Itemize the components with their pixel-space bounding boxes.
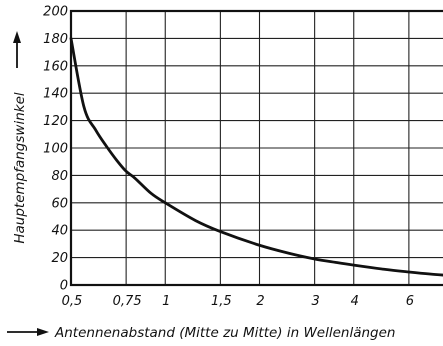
y-axis-arrow — [13, 31, 21, 68]
data-point — [219, 230, 222, 233]
x-tick-label: 6 — [406, 294, 414, 309]
data-point — [125, 170, 128, 173]
data-point — [334, 261, 337, 264]
data-point — [70, 37, 72, 40]
y-tick-label: 100 — [43, 142, 68, 157]
data-point — [288, 252, 291, 255]
data-point — [258, 244, 261, 247]
x-tick-label: 4 — [351, 294, 359, 309]
data-point — [407, 271, 410, 273]
y-axis-label: Hauptempfangswinkel — [12, 92, 28, 244]
series-line — [69, 37, 443, 277]
y-tick-labels: 0 20 40 60 80 100 120 140 160 180 200 — [43, 5, 68, 294]
y-tick-label: 60 — [51, 196, 68, 211]
y-axis-label-group: Hauptempfangswinkel — [12, 92, 28, 244]
y-tick-label: 20 — [51, 251, 68, 266]
data-point — [150, 192, 152, 195]
y-tick-label: 0 — [60, 279, 68, 294]
y-tick-label: 140 — [43, 87, 68, 102]
y-tick-label: 200 — [43, 5, 68, 20]
data-point — [105, 145, 108, 148]
plot-frame — [69, 9, 443, 287]
x-tick-label: 0,75 — [113, 294, 142, 309]
x-tick-label: 2 — [256, 294, 264, 309]
data-point — [194, 219, 197, 222]
y-gridlines — [71, 37, 443, 259]
x-tick-label: 1,5 — [211, 294, 232, 309]
x-axis-arrow — [7, 328, 49, 336]
data-point — [164, 201, 167, 204]
x-tick-label: 0,5 — [62, 294, 83, 309]
x-axis-label: Antennenabstand (Mitte zu Mitte) in Well… — [54, 325, 395, 341]
y-tick-label: 160 — [43, 59, 68, 74]
data-point — [383, 268, 385, 271]
data-point — [428, 273, 431, 275]
data-point — [313, 258, 316, 260]
series-layer — [69, 37, 443, 277]
y-tick-label: 80 — [51, 169, 68, 184]
x-tick-label: 3 — [311, 294, 319, 309]
x-tick-label: 1 — [162, 294, 170, 309]
data-point — [352, 264, 355, 267]
y-tick-label: 40 — [51, 224, 68, 239]
data-point — [94, 129, 97, 132]
data-point — [115, 159, 118, 162]
data-point — [83, 106, 85, 108]
y-tick-label: 120 — [43, 114, 68, 129]
y-tick-label: 180 — [43, 32, 68, 47]
data-point — [134, 177, 136, 180]
